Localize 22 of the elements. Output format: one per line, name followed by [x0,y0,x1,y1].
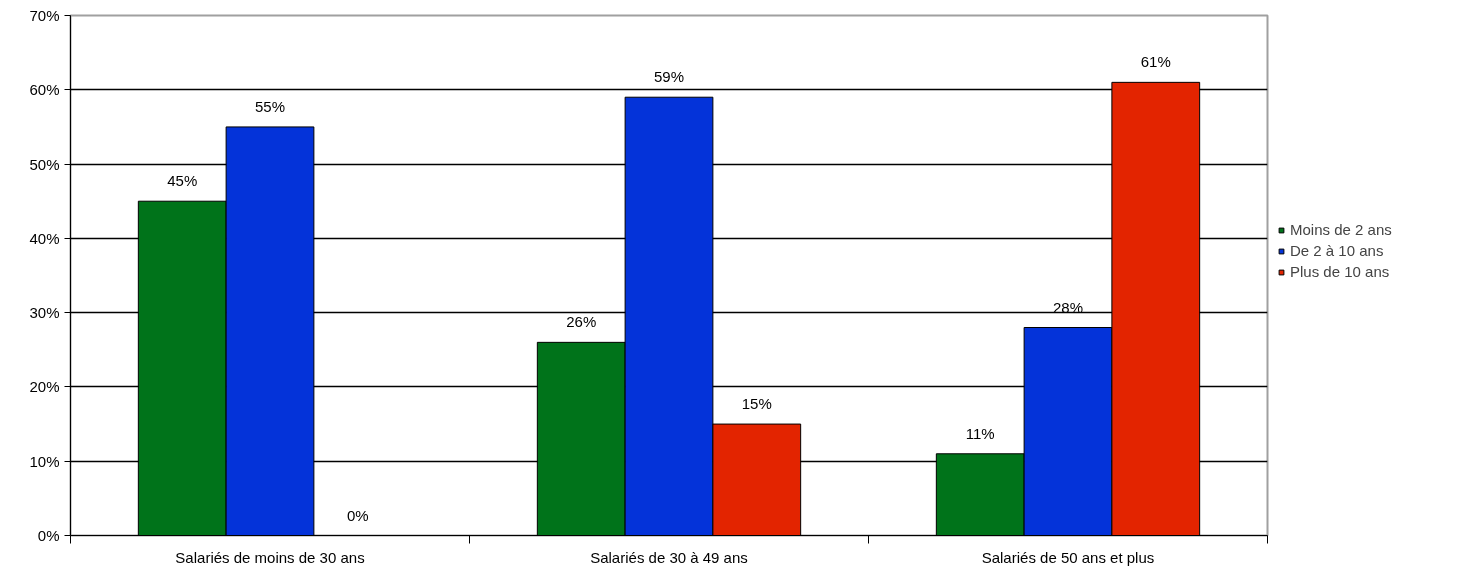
y-tick-label: 10% [29,452,60,470]
x-tick-label: Salariés de 30 à 49 ans [590,548,748,566]
legend-label: De 2 à 10 ans [1290,242,1384,259]
y-tick-label: 40% [29,229,60,247]
y-tick-label: 50% [29,155,60,173]
data-label: 45% [167,172,198,190]
x-tick-label: Salariés de moins de 30 ans [175,548,365,566]
data-label: 11% [965,424,995,442]
legend-label: Plus de 10 ans [1290,263,1390,280]
x-tick-label: Salariés de 50 ans et plus [981,548,1155,566]
data-label: 15% [741,395,772,413]
data-label: 0% [346,506,369,524]
y-tick-label: 70% [29,7,60,24]
data-label: 59% [653,68,685,86]
y-tick-label: 60% [29,81,60,99]
y-tick-label: 0% [37,527,60,544]
data-label: 26% [566,313,597,331]
legend-label: Moins de 2 ans [1290,221,1392,238]
y-tick-label: 20% [29,378,60,396]
y-tick-label: 30% [29,304,60,322]
data-label: 55% [254,97,286,115]
data-label: 61% [1140,53,1171,71]
